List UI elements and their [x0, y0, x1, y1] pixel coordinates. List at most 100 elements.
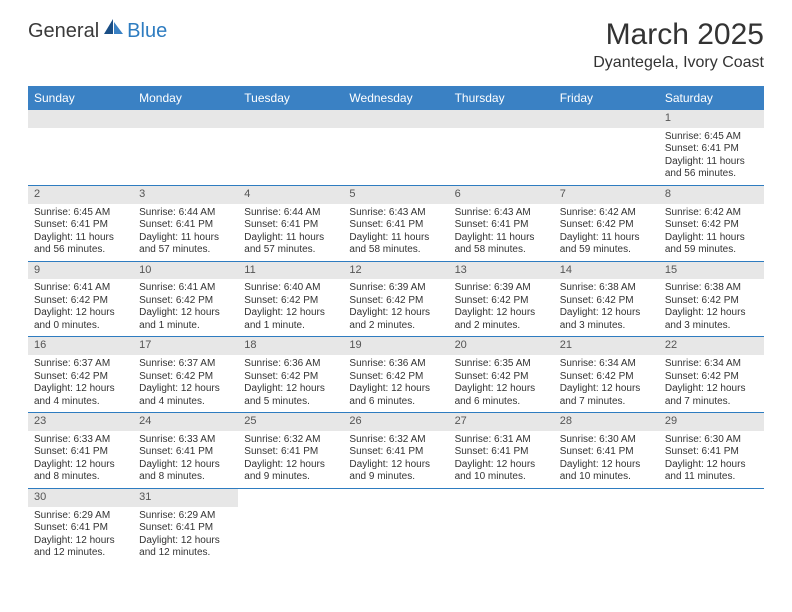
sunrise-text: Sunrise: 6:45 AM [34, 207, 127, 220]
logo-text-accent: Blue [127, 20, 167, 43]
daylight-text: Daylight: 12 hours and 9 minutes. [349, 459, 442, 484]
sunrise-text: Sunrise: 6:36 AM [349, 358, 442, 371]
sunset-text: Sunset: 6:41 PM [349, 219, 442, 232]
day-body: Sunrise: 6:29 AMSunset: 6:41 PMDaylight:… [133, 507, 238, 564]
day-body: Sunrise: 6:45 AMSunset: 6:41 PMDaylight:… [659, 128, 764, 185]
daylight-text: Daylight: 12 hours and 1 minute. [139, 307, 232, 332]
daylight-text: Daylight: 12 hours and 3 minutes. [560, 307, 653, 332]
day-number: 21 [554, 337, 659, 355]
calendar-cell [554, 110, 659, 185]
sunrise-text: Sunrise: 6:39 AM [349, 282, 442, 295]
day-body: Sunrise: 6:45 AMSunset: 6:41 PMDaylight:… [28, 204, 133, 261]
daylight-text: Daylight: 11 hours and 56 minutes. [34, 232, 127, 257]
day-header: Sunday [28, 86, 133, 110]
daylight-text: Daylight: 12 hours and 10 minutes. [560, 459, 653, 484]
calendar-cell: 10Sunrise: 6:41 AMSunset: 6:42 PMDayligh… [133, 261, 238, 337]
day-header: Thursday [449, 86, 554, 110]
calendar-cell: 26Sunrise: 6:32 AMSunset: 6:41 PMDayligh… [343, 413, 448, 489]
empty-day-header [554, 110, 659, 128]
sunset-text: Sunset: 6:41 PM [349, 446, 442, 459]
sunset-text: Sunset: 6:42 PM [34, 371, 127, 384]
day-body: Sunrise: 6:43 AMSunset: 6:41 PMDaylight:… [449, 204, 554, 261]
calendar-cell: 13Sunrise: 6:39 AMSunset: 6:42 PMDayligh… [449, 261, 554, 337]
sunset-text: Sunset: 6:41 PM [139, 446, 232, 459]
daylight-text: Daylight: 11 hours and 58 minutes. [349, 232, 442, 257]
sunrise-text: Sunrise: 6:32 AM [244, 434, 337, 447]
sunset-text: Sunset: 6:42 PM [349, 295, 442, 308]
day-number: 18 [238, 337, 343, 355]
sunrise-text: Sunrise: 6:30 AM [665, 434, 758, 447]
day-number: 23 [28, 413, 133, 431]
calendar-cell [343, 110, 448, 185]
calendar-cell: 16Sunrise: 6:37 AMSunset: 6:42 PMDayligh… [28, 337, 133, 413]
sunrise-text: Sunrise: 6:45 AM [665, 131, 758, 144]
calendar-cell: 15Sunrise: 6:38 AMSunset: 6:42 PMDayligh… [659, 261, 764, 337]
daylight-text: Daylight: 12 hours and 10 minutes. [455, 459, 548, 484]
header: General Blue March 2025 Dyantegela, Ivor… [0, 0, 792, 78]
calendar-row: 30Sunrise: 6:29 AMSunset: 6:41 PMDayligh… [28, 488, 764, 563]
sunrise-text: Sunrise: 6:38 AM [560, 282, 653, 295]
day-number: 14 [554, 262, 659, 280]
sunset-text: Sunset: 6:41 PM [139, 219, 232, 232]
day-number: 4 [238, 186, 343, 204]
calendar-cell [343, 488, 448, 563]
calendar-row: 2Sunrise: 6:45 AMSunset: 6:41 PMDaylight… [28, 185, 764, 261]
page-title: March 2025 [593, 18, 764, 52]
day-body: Sunrise: 6:38 AMSunset: 6:42 PMDaylight:… [554, 279, 659, 336]
calendar-cell: 11Sunrise: 6:40 AMSunset: 6:42 PMDayligh… [238, 261, 343, 337]
empty-day-header [343, 110, 448, 128]
sunrise-text: Sunrise: 6:30 AM [560, 434, 653, 447]
sunset-text: Sunset: 6:41 PM [455, 219, 548, 232]
day-number: 28 [554, 413, 659, 431]
day-header: Saturday [659, 86, 764, 110]
calendar-cell: 7Sunrise: 6:42 AMSunset: 6:42 PMDaylight… [554, 185, 659, 261]
calendar-cell: 29Sunrise: 6:30 AMSunset: 6:41 PMDayligh… [659, 413, 764, 489]
sunrise-text: Sunrise: 6:44 AM [244, 207, 337, 220]
daylight-text: Daylight: 12 hours and 12 minutes. [139, 535, 232, 560]
day-body: Sunrise: 6:35 AMSunset: 6:42 PMDaylight:… [449, 355, 554, 412]
day-number: 8 [659, 186, 764, 204]
sunrise-text: Sunrise: 6:39 AM [455, 282, 548, 295]
calendar-cell: 20Sunrise: 6:35 AMSunset: 6:42 PMDayligh… [449, 337, 554, 413]
day-body: Sunrise: 6:38 AMSunset: 6:42 PMDaylight:… [659, 279, 764, 336]
sunrise-text: Sunrise: 6:43 AM [349, 207, 442, 220]
calendar-cell: 9Sunrise: 6:41 AMSunset: 6:42 PMDaylight… [28, 261, 133, 337]
empty-day-header [28, 110, 133, 128]
sunset-text: Sunset: 6:42 PM [139, 371, 232, 384]
day-number: 13 [449, 262, 554, 280]
sunset-text: Sunset: 6:42 PM [455, 371, 548, 384]
calendar-row: 9Sunrise: 6:41 AMSunset: 6:42 PMDaylight… [28, 261, 764, 337]
daylight-text: Daylight: 12 hours and 2 minutes. [455, 307, 548, 332]
daylight-text: Daylight: 12 hours and 7 minutes. [665, 383, 758, 408]
day-body: Sunrise: 6:31 AMSunset: 6:41 PMDaylight:… [449, 431, 554, 488]
calendar-cell: 21Sunrise: 6:34 AMSunset: 6:42 PMDayligh… [554, 337, 659, 413]
sunset-text: Sunset: 6:42 PM [560, 371, 653, 384]
sunrise-text: Sunrise: 6:41 AM [139, 282, 232, 295]
daylight-text: Daylight: 12 hours and 4 minutes. [139, 383, 232, 408]
day-number: 24 [133, 413, 238, 431]
sunrise-text: Sunrise: 6:38 AM [665, 282, 758, 295]
sunrise-text: Sunrise: 6:34 AM [560, 358, 653, 371]
day-number: 22 [659, 337, 764, 355]
day-header: Friday [554, 86, 659, 110]
calendar-cell [554, 488, 659, 563]
calendar-row: 23Sunrise: 6:33 AMSunset: 6:41 PMDayligh… [28, 413, 764, 489]
daylight-text: Daylight: 12 hours and 5 minutes. [244, 383, 337, 408]
logo-text-main: General [28, 20, 99, 43]
day-body: Sunrise: 6:36 AMSunset: 6:42 PMDaylight:… [238, 355, 343, 412]
calendar-cell [238, 488, 343, 563]
calendar-cell: 25Sunrise: 6:32 AMSunset: 6:41 PMDayligh… [238, 413, 343, 489]
calendar-cell: 1Sunrise: 6:45 AMSunset: 6:41 PMDaylight… [659, 110, 764, 185]
daylight-text: Daylight: 11 hours and 57 minutes. [244, 232, 337, 257]
sunrise-text: Sunrise: 6:31 AM [455, 434, 548, 447]
sunrise-text: Sunrise: 6:36 AM [244, 358, 337, 371]
title-block: March 2025 Dyantegela, Ivory Coast [593, 18, 764, 72]
calendar-row: 1Sunrise: 6:45 AMSunset: 6:41 PMDaylight… [28, 110, 764, 185]
day-number: 12 [343, 262, 448, 280]
day-number: 6 [449, 186, 554, 204]
day-number: 10 [133, 262, 238, 280]
sunrise-text: Sunrise: 6:44 AM [139, 207, 232, 220]
day-body: Sunrise: 6:44 AMSunset: 6:41 PMDaylight:… [238, 204, 343, 261]
calendar-cell [238, 110, 343, 185]
day-body: Sunrise: 6:39 AMSunset: 6:42 PMDaylight:… [343, 279, 448, 336]
